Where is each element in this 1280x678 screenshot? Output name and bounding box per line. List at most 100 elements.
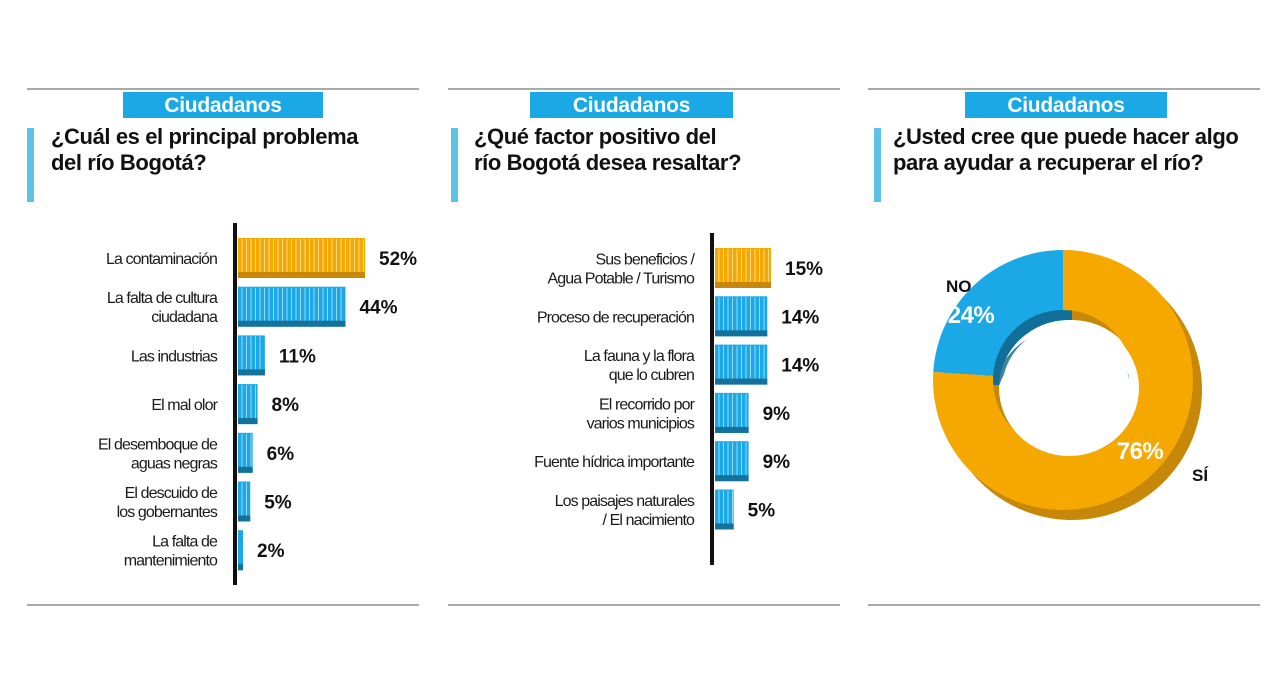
question-title: ¿Qué factor positivo del río Bogotá dese… (474, 124, 742, 176)
category-label: La fauna y la flora (584, 348, 695, 365)
bar-fill (238, 481, 251, 522)
category-label: La falta de cultura (107, 290, 218, 307)
bar-shade (238, 272, 365, 278)
bottom-rule (448, 604, 840, 606)
bar-fill (238, 530, 243, 571)
bar-shade (238, 564, 243, 571)
category-label: Los paisajes naturales (555, 493, 695, 510)
section-badge: Ciudadanos (123, 92, 323, 118)
category-label: La falta de (152, 534, 218, 551)
section-badge: Ciudadanos (965, 92, 1167, 118)
value-label: 44% (359, 298, 397, 319)
question-accent-bar (27, 128, 34, 202)
bar (715, 489, 734, 530)
value-label: 2% (257, 541, 285, 562)
bar-fill (238, 238, 365, 278)
value-label: 9% (763, 452, 791, 473)
category-label: Agua Potable / Turismo (547, 271, 695, 288)
question-title: ¿Cuál es el principal problema del río B… (51, 124, 358, 176)
bar-shade (238, 466, 253, 473)
bar-shade (715, 282, 771, 288)
category-label: Sus beneficios / (595, 252, 695, 269)
bar-shade (238, 418, 258, 425)
top-rule (868, 88, 1260, 90)
bar-chart-problema: 52% La contaminación 44% La falta de cultur… (98, 223, 417, 585)
bar-fill (715, 441, 749, 482)
category-label: mantenimiento (124, 553, 218, 570)
panel-ayudar: Ciudadanos ¿Usted cree que puede hacer a… (868, 0, 1260, 678)
question-line: ¿Cuál es el principal problema (51, 124, 359, 149)
bar-shade (715, 378, 768, 385)
category-label: El descuido de (125, 485, 218, 502)
slice (933, 250, 1063, 376)
donut-chart-ayudar: 24% 76% NO SÍ (933, 250, 1209, 520)
category-label: El desemboque de (98, 436, 218, 453)
section-badge: Ciudadanos (530, 92, 733, 118)
slice (933, 250, 1193, 510)
question-line: ¿Usted cree que puede hacer algo (893, 124, 1239, 149)
category-label: que lo cubren (609, 367, 694, 384)
question-line: ¿Qué factor positivo del (474, 124, 717, 149)
bar (715, 296, 768, 337)
value-label: 6% (267, 444, 295, 465)
value-label: 9% (763, 404, 791, 425)
bar (238, 432, 253, 473)
category-label: / El nacimiento (603, 512, 695, 529)
axis-line (233, 223, 237, 585)
panel-factor-positivo: Ciudadanos ¿Qué factor positivo del río … (448, 0, 840, 678)
category-label: SÍ (1192, 466, 1209, 485)
category-label: NO (946, 277, 972, 296)
category-label: ciudadana (151, 309, 218, 326)
bottom-rule (27, 604, 419, 606)
category-label: El recorrido por (599, 396, 696, 413)
value-label: 15% (785, 259, 823, 280)
bar (238, 384, 258, 425)
value-label: 5% (264, 493, 292, 514)
value-label: 76% (1117, 438, 1164, 465)
category-label: El mal olor (151, 397, 218, 414)
category-label: La contaminación (106, 251, 217, 268)
top-rule (27, 88, 419, 90)
bottom-rule (868, 604, 1260, 606)
bar-fill (238, 432, 253, 473)
bar (715, 441, 749, 482)
bar (715, 344, 768, 385)
bar (715, 392, 749, 433)
bar-shade (715, 523, 734, 530)
question-title: ¿Usted cree que puede hacer algo para ay… (893, 124, 1239, 176)
panel-problema: Ciudadanos ¿Cuál es el principal problem… (27, 0, 419, 678)
value-label: 52% (379, 249, 417, 270)
bar (238, 481, 251, 522)
bar-shade (715, 475, 749, 482)
bar (238, 530, 243, 571)
value-label: 11% (279, 346, 316, 367)
question-line: río Bogotá desea resaltar? (474, 150, 742, 175)
question-accent-bar (451, 128, 458, 202)
bar-shade (715, 426, 749, 433)
donut-hole-center (1002, 326, 1130, 454)
question-accent-bar (874, 128, 881, 202)
bar-fill (238, 384, 258, 425)
category-label: Fuente hídrica importante (534, 454, 695, 471)
category-label: los gobernantes (117, 504, 218, 521)
top-rule (448, 88, 840, 90)
value-label: 24% (948, 302, 995, 329)
bar (238, 335, 265, 376)
question-line: para ayudar a recuperar el río? (893, 150, 1204, 175)
value-label: 5% (748, 501, 776, 522)
category-label: varios municipios (587, 415, 695, 432)
value-label: 14% (781, 356, 819, 377)
value-label: 14% (781, 307, 819, 328)
bar-fill (715, 392, 749, 433)
axis-line (710, 233, 714, 565)
bar (238, 238, 365, 278)
category-label: Las industrias (131, 348, 218, 365)
category-label: Proceso de recuperación (537, 309, 694, 326)
bar-chart-factor-positivo: 15% Sus beneficios / Agua Potable / Turism… (534, 233, 823, 565)
bar-shade (715, 330, 768, 337)
question-line: del río Bogotá? (51, 150, 207, 175)
bar (238, 286, 346, 327)
category-label: aguas negras (131, 455, 218, 472)
bar-shade (238, 369, 265, 376)
bar-shade (238, 320, 346, 327)
